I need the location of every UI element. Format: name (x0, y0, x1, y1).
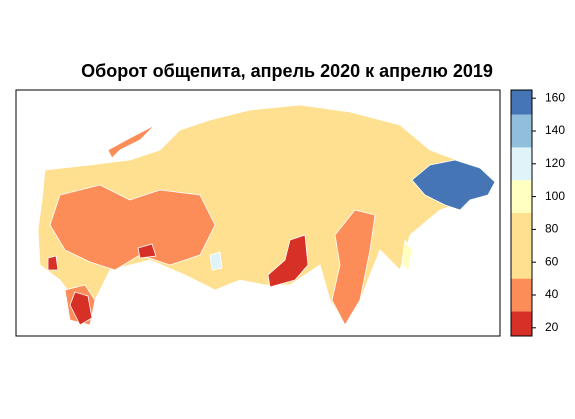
map (37, 104, 496, 326)
region (411, 159, 496, 211)
colorbar-bin (511, 213, 532, 279)
colorbar-tick-label: 40 (545, 287, 559, 301)
colorbar-tick-label: 140 (545, 123, 565, 137)
region (331, 209, 376, 326)
colorbar-bin (511, 114, 532, 148)
colorbar-tick-label: 80 (545, 222, 559, 236)
colorbar-tick-label: 20 (545, 320, 559, 334)
colorbar-tick-label: 100 (545, 189, 565, 203)
region (267, 234, 309, 288)
region (69, 291, 93, 326)
region (49, 184, 216, 271)
map-title: Оборот общепита, апрель 2020 к апрелю 20… (81, 61, 493, 81)
colorbar-bin (511, 311, 532, 336)
map-frame (15, 89, 501, 337)
colorbar-tick-label: 160 (545, 90, 565, 104)
region (401, 238, 413, 274)
colorbar-tick-label: 120 (545, 156, 565, 170)
colorbar-bin (511, 147, 532, 181)
colorbar-bin (511, 90, 532, 115)
colorbar-bin (511, 180, 532, 213)
region (47, 255, 59, 271)
region (107, 124, 156, 159)
region (209, 251, 223, 271)
colorbar-frame (510, 89, 533, 337)
region (137, 243, 157, 259)
colorbar-tick-label: 60 (545, 254, 559, 268)
colorbar: 20 40 60 80 100 120 140 160 (510, 89, 565, 337)
colorbar-bin (511, 278, 532, 312)
